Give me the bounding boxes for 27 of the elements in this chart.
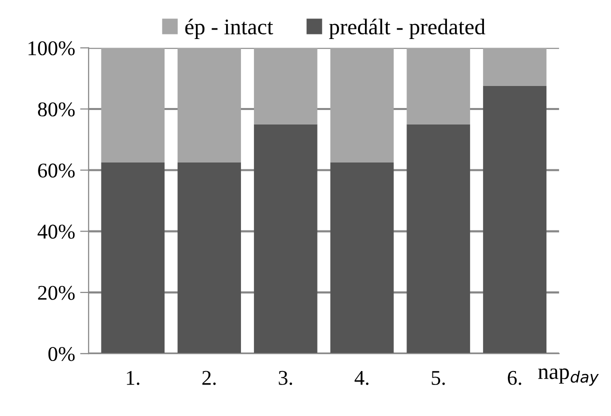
x-tick-label: 3. — [278, 370, 292, 386]
bar — [330, 162, 394, 354]
y-tick-label: 100% — [28, 41, 75, 56]
bar — [406, 124, 470, 354]
bar — [101, 162, 165, 354]
legend-label: predált - predated — [329, 18, 486, 39]
bar — [330, 48, 394, 162]
bar — [101, 48, 165, 162]
bar — [483, 48, 546, 86]
y-tick-label: 40% — [38, 224, 75, 239]
x-tick-label: 2. — [202, 370, 216, 386]
legend-label: ép - intact — [185, 18, 274, 39]
bar — [483, 86, 546, 354]
y-tick-label: 60% — [38, 164, 75, 178]
x-tick-label: 5. — [432, 371, 445, 386]
x-tick-label: 1. — [126, 370, 140, 386]
bar — [178, 162, 241, 354]
x-axis-title: nap$_{day}$ — [538, 368, 599, 386]
bar — [178, 48, 241, 162]
x-tick-label: 6. — [508, 370, 522, 386]
bar — [406, 48, 470, 124]
x-tick-label: 4. — [354, 371, 368, 386]
y-tick-label: 20% — [38, 286, 75, 300]
y-tick-label: 0% — [48, 346, 75, 362]
y-tick-label: 80% — [38, 102, 75, 116]
bar — [254, 124, 318, 354]
bar — [254, 48, 318, 124]
